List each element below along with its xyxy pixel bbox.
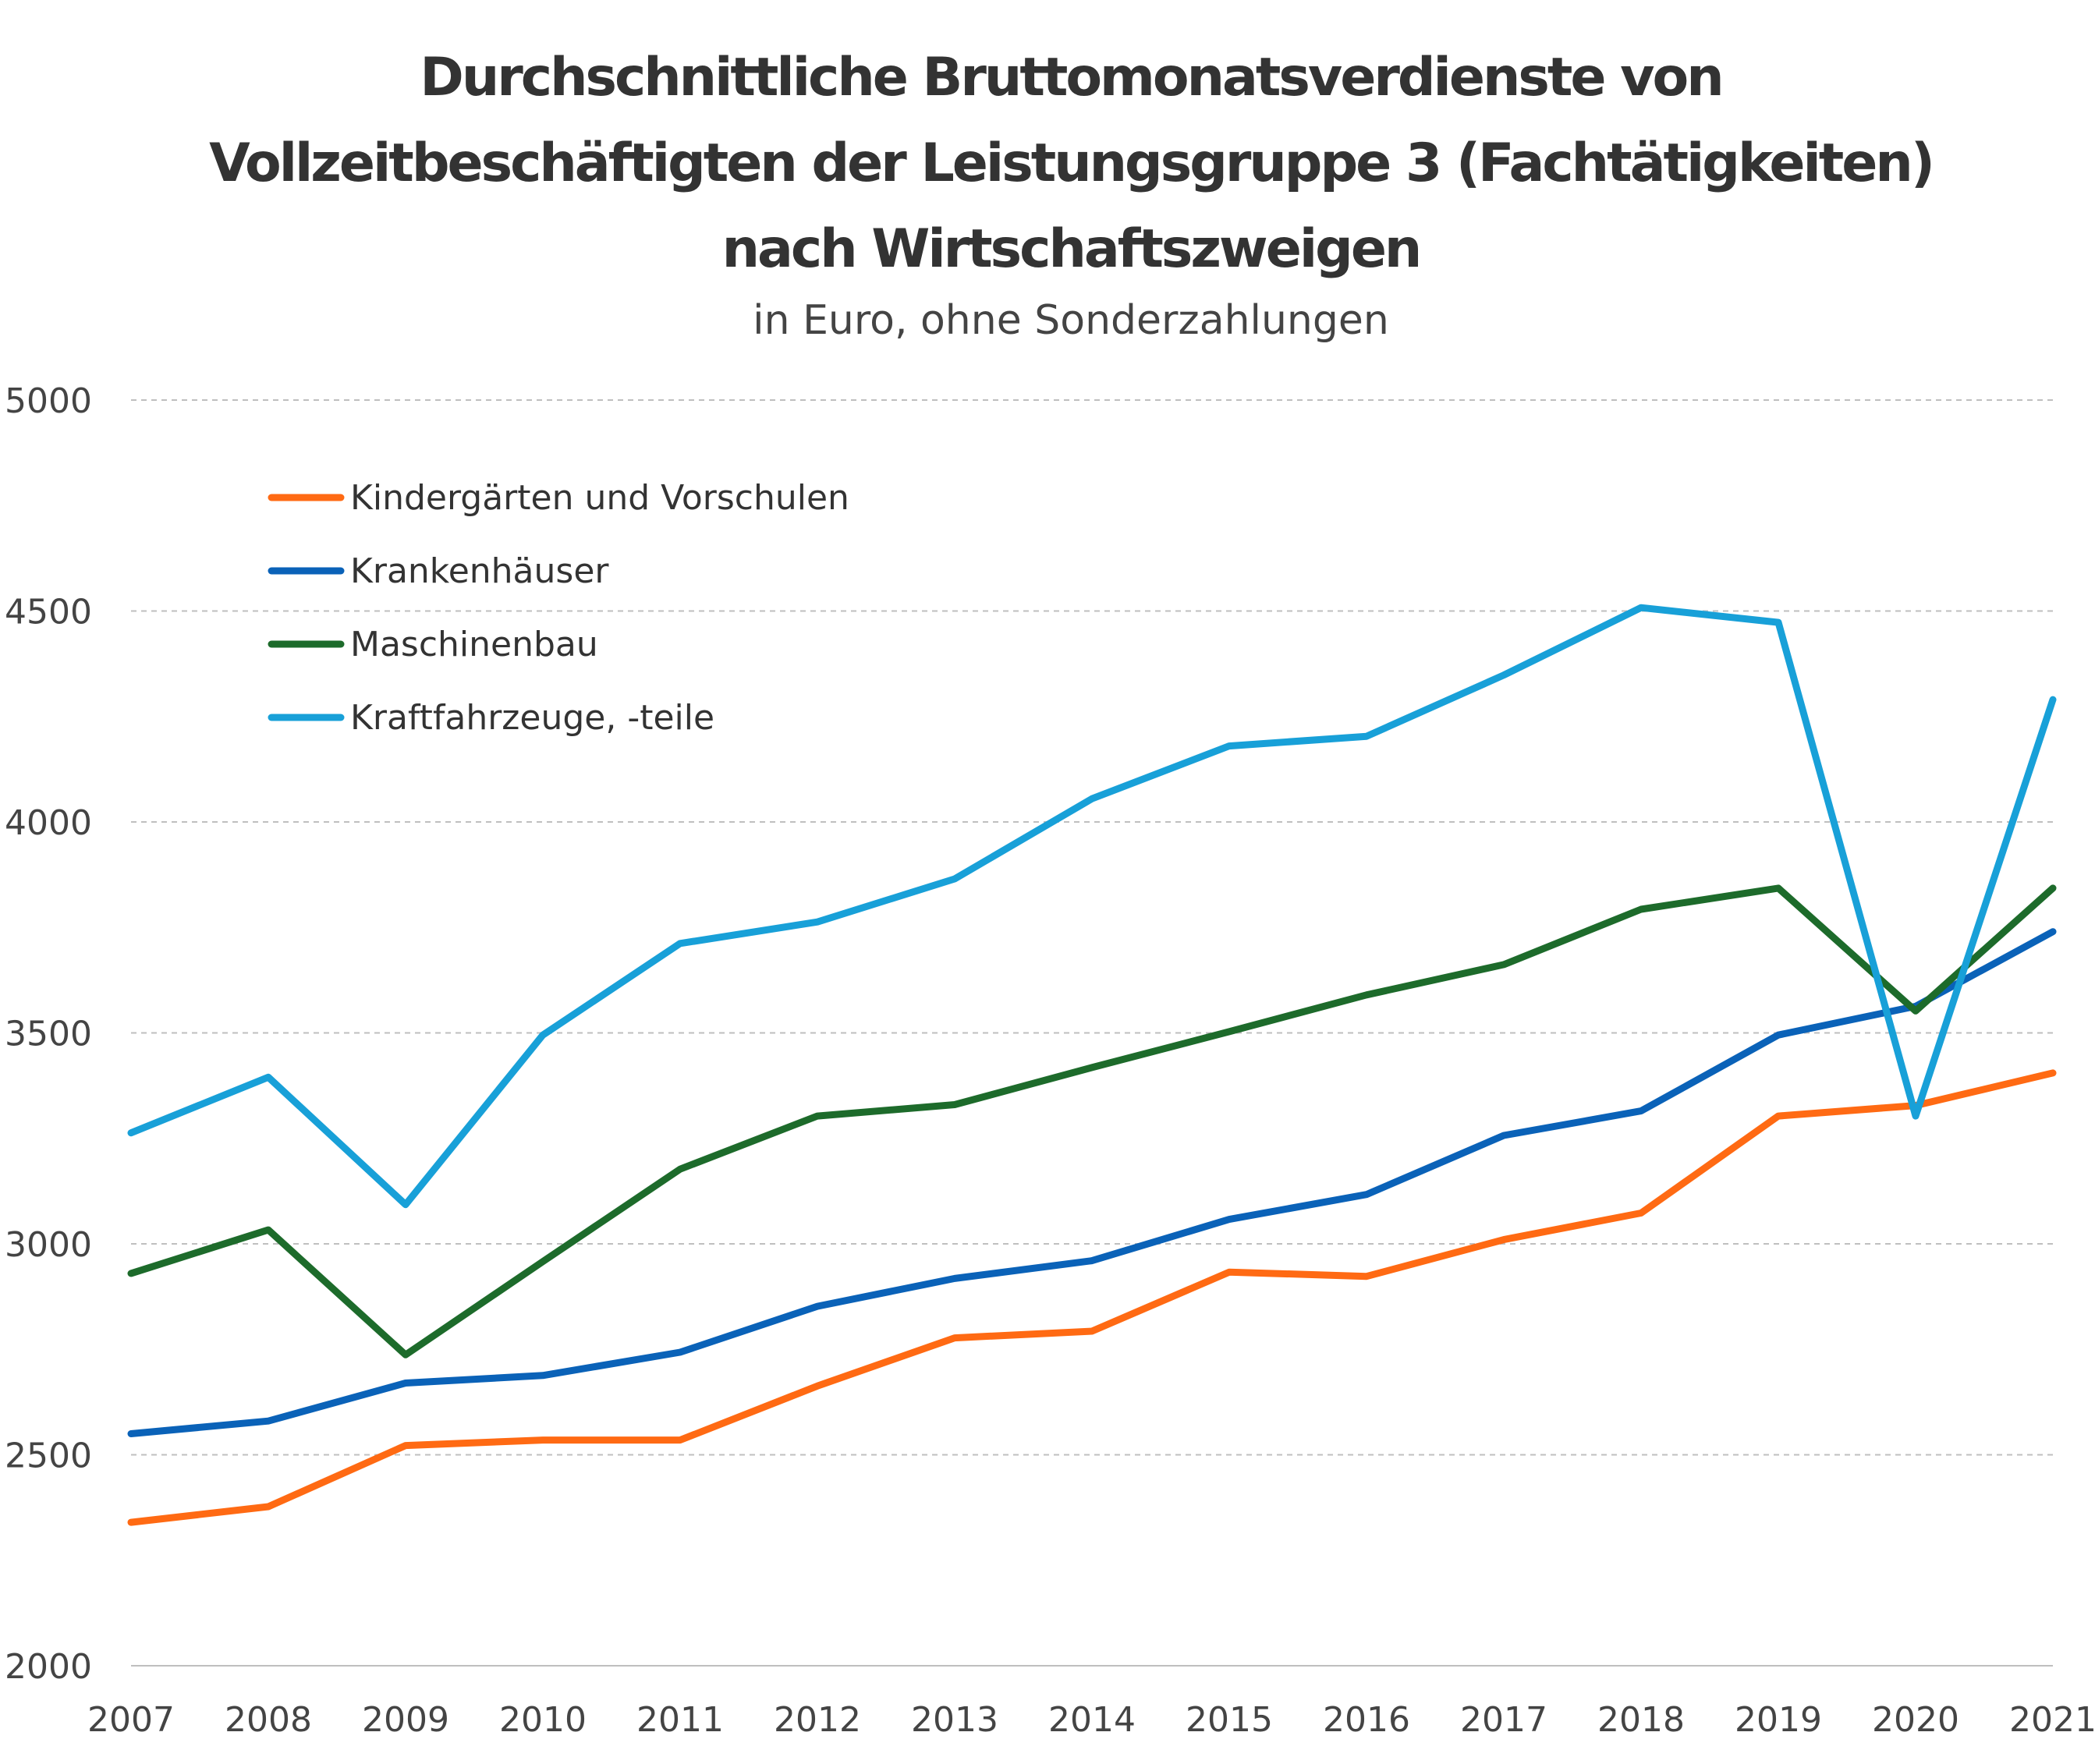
x-tick-label: 2008 xyxy=(225,1700,312,1740)
x-tick-label: 2010 xyxy=(499,1700,587,1740)
series-line-2 xyxy=(127,928,2057,1437)
chart-subtitle: in Euro, ohne Sonderzahlungen xyxy=(753,297,1389,344)
legend-label: Krankenhäuser xyxy=(350,551,609,591)
legend-label: Maschinenbau xyxy=(350,625,598,664)
x-tick-label: 2009 xyxy=(362,1700,449,1740)
y-tick-label: 4000 xyxy=(5,803,92,843)
y-tick-label: 2500 xyxy=(5,1436,92,1476)
series-line-1 xyxy=(127,1069,2057,1526)
x-tick-label: 2018 xyxy=(1597,1700,1685,1740)
series-line-3 xyxy=(127,884,2057,1358)
x-tick-label: 2021 xyxy=(2009,1700,2095,1740)
chart-title: Durchschnittliche Bruttomonatsverdienste… xyxy=(209,47,1935,280)
chart-title-line-1: Durchschnittliche Bruttomonatsverdienste… xyxy=(420,47,1721,108)
x-tick-label: 2011 xyxy=(636,1700,724,1740)
x-tick-label: 2012 xyxy=(774,1700,861,1740)
legend-label: Kraftfahrzeuge, -teile xyxy=(350,698,714,738)
chart-title-line-2: Vollzeitbeschäftigten der Leistungsgrupp… xyxy=(209,133,1933,194)
x-tick-label: 2014 xyxy=(1048,1700,1136,1740)
y-tick-label: 3000 xyxy=(5,1225,92,1265)
x-tick-label: 2013 xyxy=(911,1700,998,1740)
legend-label: Kindergärten und Vorschulen xyxy=(350,478,849,518)
y-tick-label: 5000 xyxy=(5,381,92,421)
grid xyxy=(131,399,2053,1667)
legend: Kindergärten und Vorschulen Krankenhäuser… xyxy=(268,478,849,738)
y-tick-label: 2000 xyxy=(5,1647,92,1687)
y-axis-ticks: 2000 2500 3000 3500 4000 4500 5000 xyxy=(5,381,92,1687)
x-tick-label: 2015 xyxy=(1186,1700,1273,1740)
x-tick-label: 2019 xyxy=(1735,1700,1822,1740)
x-tick-label: 2020 xyxy=(1872,1700,1959,1740)
x-axis-ticks: 2007 2008 2009 2010 2011 2012 2013 2014 2015 2016… xyxy=(87,1700,2095,1740)
y-tick-label: 3500 xyxy=(5,1015,92,1054)
x-tick-label: 2016 xyxy=(1323,1700,1410,1740)
chart-title-line-3: nach Wirtschaftszweigen xyxy=(722,218,1420,280)
y-tick-label: 4500 xyxy=(5,593,92,632)
series-line-4 xyxy=(127,604,2057,1209)
series xyxy=(127,604,2057,1526)
x-tick-label: 2017 xyxy=(1460,1700,1547,1740)
x-tick-label: 2007 xyxy=(87,1700,175,1740)
